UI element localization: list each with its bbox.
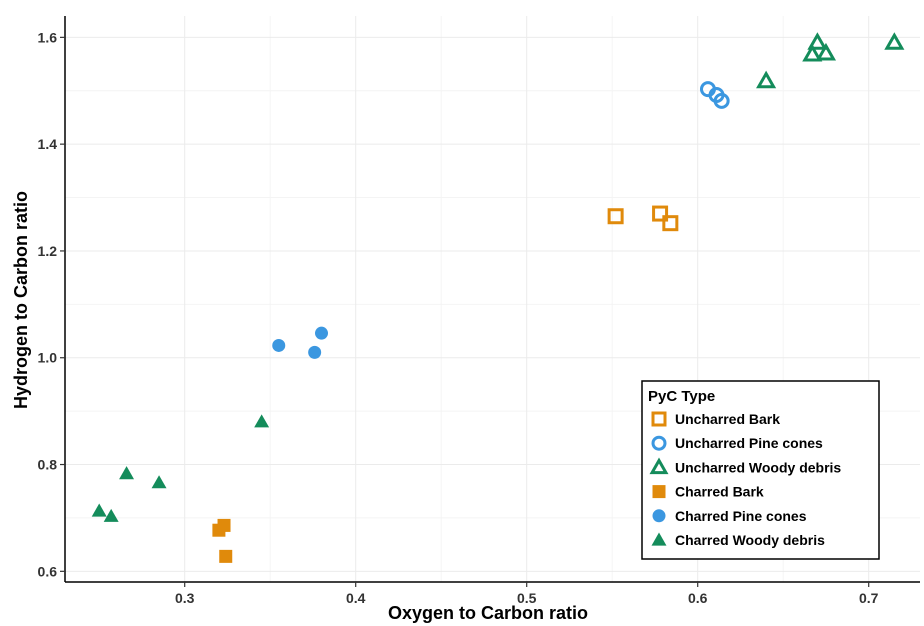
x-axis-title: Oxygen to Carbon ratio [388,603,588,623]
data-point [315,326,328,340]
data-point [308,345,322,359]
legend-key [651,532,667,546]
legend-box [641,380,880,560]
data-point [91,503,107,517]
data-point [151,475,167,489]
data-point [662,215,679,232]
legend-items: Uncharred Bark Uncharred Pine cones Unchar… [649,411,841,548]
legend-label: Charred Bark [675,484,764,500]
x-tick-label: 0.4 [346,590,366,606]
y-axis-title: Hydrogen to Carbon ratio [11,191,31,409]
data-point [815,42,837,61]
series-2 [756,32,905,89]
x-tick-label: 0.3 [175,590,195,606]
x-tick-label: 0.5 [517,590,537,606]
legend: PyC Type Uncharred Bark Uncharred Pine co… [641,380,880,560]
series-0 [607,205,679,232]
data-point [272,338,286,352]
y-tick-label: 1.2 [38,243,58,259]
y-tick-label: 1.0 [38,350,58,366]
data-point [103,508,119,522]
series-3 [212,518,233,563]
legend-label: Charred Pine cones [675,508,807,524]
y-tick-label: 0.6 [38,563,58,579]
legend-key [652,509,666,523]
series-4 [272,326,328,359]
data-point [756,70,777,89]
data-point [217,518,231,532]
data-point [713,92,730,109]
legend-key [651,435,667,451]
legend-key [649,457,669,475]
x-tick-label: 0.7 [859,590,879,606]
data-point [254,414,270,428]
series-1 [699,81,730,109]
data-point [802,43,823,62]
y-tick-label: 0.8 [38,457,58,473]
data-point [607,208,624,225]
data-point [807,32,828,50]
legend-label: Charred Woody debris [675,532,825,548]
axes [60,16,920,587]
legend-key [652,485,666,499]
y-tick-label: 1.4 [38,136,58,152]
data-point [219,549,233,563]
legend-label: Uncharred Bark [675,411,780,427]
data-point [884,32,905,50]
data-point [119,466,135,480]
legend-title: PyC Type [648,388,715,405]
legend-label: Uncharred Pine cones [675,435,823,451]
series-5 [91,414,270,522]
data-points [91,32,905,563]
tick-labels: 0.3 0.4 0.5 0.6 0.7 0.6 0.8 1.0 1.2 1.4 1.6 [38,29,879,606]
y-tick-label: 1.6 [38,29,58,45]
data-point [652,205,669,222]
legend-key [651,411,667,427]
x-tick-label: 0.6 [688,590,708,606]
legend-label: Uncharred Woody debris [675,459,841,475]
